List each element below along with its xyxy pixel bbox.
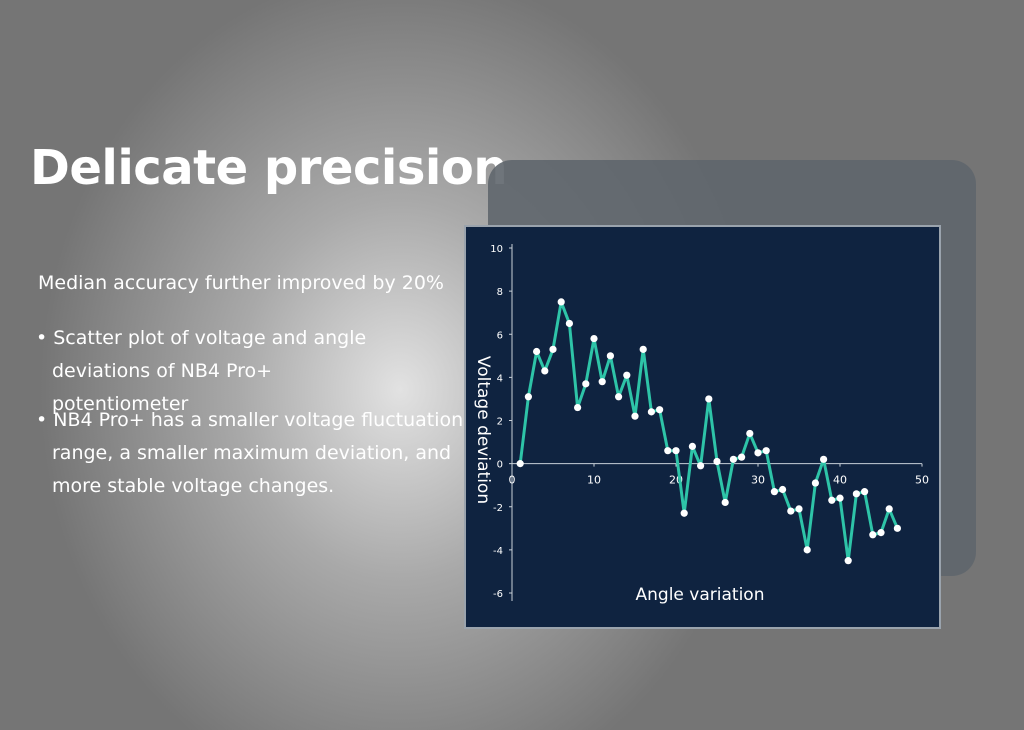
data-point: [836, 494, 844, 502]
data-point: [697, 462, 705, 470]
data-point: [861, 488, 869, 496]
data-point: [877, 529, 885, 537]
data-point: [623, 371, 631, 379]
bullet: • Scatter plot of voltage and angle devi…: [36, 327, 367, 415]
data-point: [885, 505, 893, 513]
title: Delicate precision: [30, 140, 508, 196]
y-tick-label: 6: [497, 330, 503, 341]
data-point: [770, 488, 779, 496]
x-axis-label: Angle variation: [636, 585, 765, 605]
data-point: [779, 485, 787, 494]
data-point: [656, 406, 664, 414]
data-point: [893, 524, 902, 532]
data-point: [787, 507, 795, 515]
data-point: [541, 367, 549, 375]
data-point: [688, 442, 697, 450]
data-point: [680, 509, 688, 517]
y-tick-label: 8: [497, 287, 503, 298]
y-tick-label: 10: [490, 244, 503, 255]
data-point: [516, 460, 524, 468]
chart-panel: [464, 225, 941, 629]
data-point: [606, 352, 615, 360]
data-point: [639, 345, 647, 353]
data-point: [631, 412, 639, 420]
data-point: [647, 408, 656, 416]
data-point: [557, 298, 565, 306]
data-point: [705, 395, 713, 403]
data-point: [844, 557, 852, 565]
data-point: [533, 347, 541, 356]
data-point: [820, 455, 828, 463]
data-point: [664, 447, 672, 455]
data-point: [672, 447, 680, 455]
y-tick-label: 2: [497, 417, 503, 428]
y-tick-label: 0: [497, 460, 503, 471]
intro: Median accuracy further improved by 20%: [38, 272, 444, 294]
data-point: [738, 453, 746, 461]
data-point: [762, 447, 770, 455]
y-axis-label: Voltage deviation: [473, 356, 493, 504]
x-tick-label: 10: [587, 474, 601, 487]
y-tick-label: -4: [493, 546, 503, 557]
data-point: [852, 490, 861, 498]
data-point: [615, 393, 623, 401]
data-point: [803, 546, 811, 554]
x-tick-label: 0: [509, 474, 516, 487]
data-point: [795, 505, 803, 513]
data-point: [729, 455, 738, 463]
x-tick-label: 30: [751, 474, 765, 487]
x-tick-label: 50: [915, 474, 929, 487]
bullet: • NB4 Pro+ has a smaller voltage fluctua…: [36, 409, 464, 497]
data-point: [524, 393, 533, 401]
data-point: [549, 345, 557, 353]
y-tick-label: -2: [493, 503, 503, 514]
data-point: [721, 498, 729, 507]
data-point: [828, 496, 836, 504]
data-point: [811, 479, 820, 487]
data-point: [582, 380, 590, 388]
y-tick-label: -6: [493, 589, 503, 600]
data-point: [869, 531, 877, 539]
x-tick-label: 40: [833, 474, 847, 487]
data-point: [713, 457, 721, 466]
data-point: [590, 334, 598, 343]
data-point: [754, 449, 762, 457]
data-point: [565, 319, 574, 328]
data-point: [574, 403, 582, 412]
y-tick-label: 4: [497, 373, 503, 384]
data-point: [598, 378, 606, 386]
data-point: [746, 429, 754, 438]
